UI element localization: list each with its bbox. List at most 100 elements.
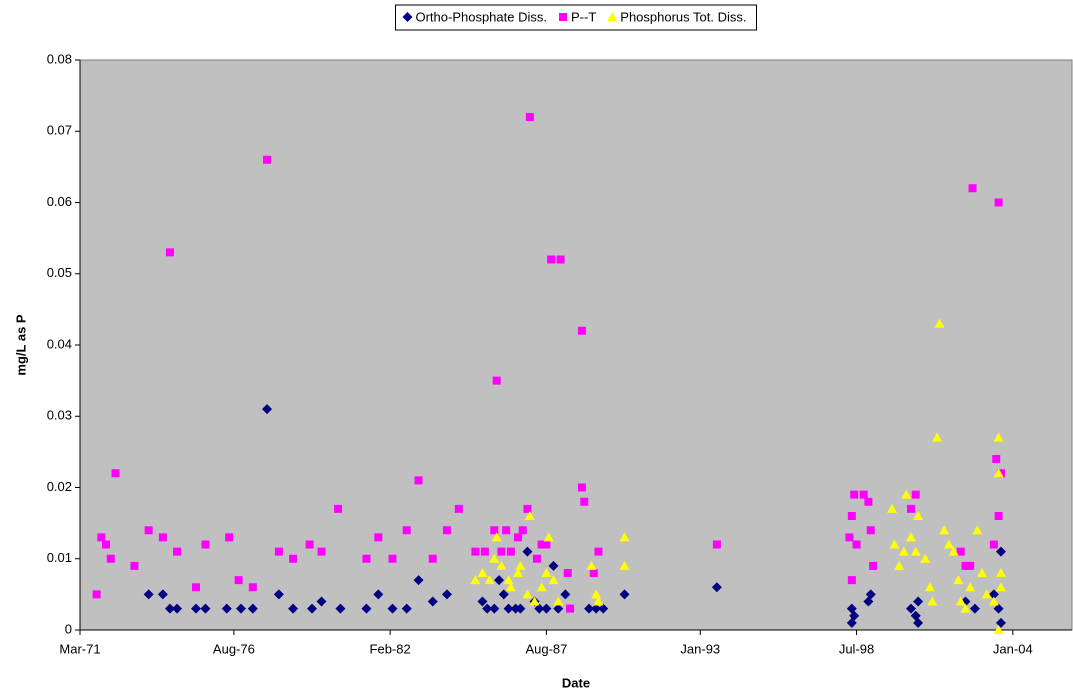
y-tick-label: 0.01: [47, 550, 72, 565]
x-tick-label: Mar-71: [59, 641, 100, 656]
marker: [859, 490, 868, 499]
marker: [541, 603, 552, 614]
marker: [547, 255, 556, 264]
marker: [887, 503, 898, 513]
y-tick-label: 0.05: [47, 265, 72, 280]
marker: [388, 554, 397, 563]
marker: [497, 547, 506, 556]
marker: [901, 489, 912, 499]
x-tick-label: Jul-98: [839, 641, 874, 656]
marker: [402, 526, 411, 535]
marker: [454, 504, 463, 513]
marker: [525, 113, 534, 121]
marker: [591, 589, 602, 599]
marker: [157, 589, 168, 600]
marker: [536, 582, 547, 592]
marker: [191, 603, 202, 614]
marker: [913, 596, 924, 607]
marker: [288, 603, 299, 614]
marker: [866, 526, 875, 535]
marker: [529, 596, 540, 606]
legend-label: Phosphorus Tot. Diss.: [620, 9, 746, 24]
marker: [414, 476, 423, 485]
marker: [559, 13, 568, 21]
marker: [442, 526, 451, 535]
marker: [477, 568, 488, 577]
marker: [502, 526, 511, 535]
marker: [968, 184, 977, 193]
marker: [273, 589, 284, 600]
marker: [593, 596, 604, 606]
marker: [165, 248, 174, 257]
marker: [939, 525, 950, 535]
marker: [553, 596, 564, 606]
marker: [849, 610, 860, 621]
marker: [362, 554, 371, 563]
marker: [712, 540, 721, 549]
marker: [619, 532, 630, 542]
marker: [522, 546, 533, 557]
marker: [932, 432, 943, 442]
marker: [927, 596, 938, 606]
marker: [201, 540, 210, 549]
marker: [317, 547, 326, 556]
marker: [995, 546, 1006, 557]
marker: [956, 547, 965, 556]
marker: [490, 526, 499, 535]
marker: [143, 589, 154, 600]
marker: [361, 603, 372, 614]
marker: [948, 546, 959, 556]
y-tick-label: 0.07: [47, 123, 72, 138]
marker: [977, 568, 988, 577]
marker: [489, 603, 500, 614]
marker: [913, 511, 924, 520]
y-tick-label: 0.08: [47, 51, 72, 66]
marker: [496, 560, 507, 570]
marker: [111, 469, 120, 478]
marker: [580, 497, 589, 506]
marker: [524, 511, 535, 520]
marker: [471, 547, 480, 556]
marker: [972, 525, 983, 535]
x-axis-title: Date: [562, 675, 590, 690]
marker: [994, 512, 1003, 520]
marker: [906, 532, 917, 542]
marker: [953, 575, 964, 585]
marker: [335, 603, 346, 614]
marker: [966, 561, 975, 570]
marker: [428, 554, 437, 563]
legend: Ortho-Phosphate Diss. P--T Phosphorus Tot.…: [394, 4, 758, 31]
marker: [548, 575, 559, 585]
marker: [598, 603, 609, 614]
marker: [920, 553, 931, 563]
marker: [477, 596, 488, 607]
marker: [988, 596, 999, 606]
marker: [498, 589, 509, 600]
marker: [172, 603, 183, 614]
marker: [989, 540, 998, 549]
marker: [164, 603, 175, 614]
marker: [470, 575, 481, 585]
marker: [97, 533, 106, 542]
marker: [513, 533, 522, 542]
marker: [988, 589, 999, 600]
marker: [505, 582, 516, 592]
marker: [864, 497, 873, 506]
marker: [506, 547, 515, 556]
marker: [548, 560, 559, 571]
marker: [192, 583, 201, 592]
marker: [484, 575, 495, 585]
marker: [494, 575, 505, 586]
marker: [889, 539, 900, 549]
marker: [480, 547, 489, 556]
x-tick-label: Feb-82: [370, 641, 411, 656]
x-tick-label: Jan-04: [993, 641, 1033, 656]
series: [92, 113, 1005, 613]
marker: [503, 603, 514, 614]
marker: [523, 504, 532, 513]
marker: [441, 589, 452, 600]
marker: [711, 582, 722, 593]
marker: [560, 589, 571, 600]
marker: [981, 589, 992, 599]
